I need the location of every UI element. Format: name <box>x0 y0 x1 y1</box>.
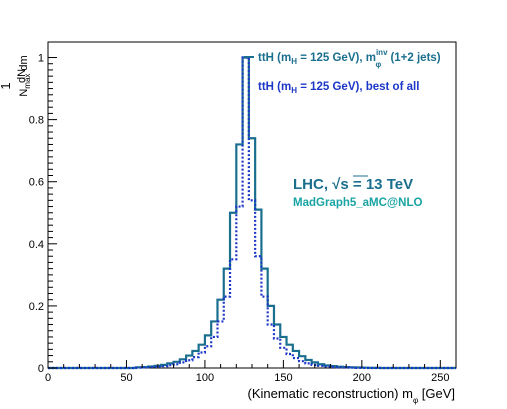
series-layer <box>48 56 456 370</box>
annotation-sub: MadGraph5_aMC@NLO <box>293 197 422 209</box>
y-tick-label: 0.6 <box>29 177 44 189</box>
x-title-sub: φ <box>413 396 418 405</box>
y-title-one: 1 <box>0 82 13 89</box>
y-axis-title: 1 dN <box>0 69 28 90</box>
legend-2-a: ttH (m <box>258 81 291 93</box>
y-title-n: N <box>18 89 30 97</box>
legend-entry-2: ttH (mH = 125 GeV), best of all <box>258 81 419 95</box>
annotation-main-b: s = 13 TeV <box>340 176 413 193</box>
legend-1-d: inv <box>376 48 388 57</box>
y-axis-title-den: Nmax dm <box>18 55 32 96</box>
legend-1-b: H <box>291 57 297 66</box>
x-tick-label: 150 <box>274 372 292 384</box>
svg-text:Nmaxdm: Nmax dm <box>18 55 32 96</box>
x-tick-label: 50 <box>120 372 132 384</box>
legend-2-c: = 125 GeV), best of all <box>297 81 419 93</box>
annotation-main: LHC, √s = 13 TeV <box>293 176 413 193</box>
x-title-text: (Kinematic reconstruction) m <box>248 386 413 401</box>
sqrt-symbol: √ <box>332 176 341 193</box>
x-tick-label: 100 <box>196 372 214 384</box>
legend-entry-1: ttH (mH = 125 GeV), minv φ (1+2 jets) <box>244 48 441 69</box>
x-tick-label: 250 <box>431 372 449 384</box>
legend-label-2: ttH (mH = 125 GeV), best of all <box>258 81 419 95</box>
y-tick-label: 1 <box>38 53 44 65</box>
x-tick-label: 0 <box>45 372 51 384</box>
legend-1-a: ttH (m <box>258 52 291 64</box>
legend-1-c: = 125 GeV), m <box>297 52 376 64</box>
legend-1-f: (1+2 jets) <box>387 52 441 64</box>
annotation-lhc: LHC, √s = 13 TeV MadGraph5_aMC@NLO <box>293 175 422 209</box>
y-title-dn: dN <box>16 69 28 83</box>
x-axis-title: (Kinematic reconstruction) mφ [GeV] <box>248 386 456 405</box>
y-tick-label: 0.8 <box>29 115 44 127</box>
series-2-line <box>48 56 456 370</box>
annotation-main-a: LHC, <box>293 176 332 193</box>
legend: ttH (mH = 125 GeV), minv φ (1+2 jets) ttH… <box>244 48 441 95</box>
axes: 0 50 100 150 200 250 0 0.2 0.4 0.6 0.8 1 <box>29 53 457 384</box>
x-tick-label: 200 <box>353 372 371 384</box>
series-1-line <box>48 56 456 370</box>
y-tick-label: 0.2 <box>29 301 44 313</box>
y-tick-label: 0 <box>38 363 44 375</box>
y-title-max: max <box>23 74 32 89</box>
legend-label-1: ttH (mH = 125 GeV), minv φ (1+2 jets) <box>258 48 441 69</box>
x-title-unit: [GeV] <box>418 386 455 401</box>
legend-1-e: φ <box>376 60 382 69</box>
y-tick-label: 0.4 <box>29 239 44 251</box>
legend-2-b: H <box>291 86 297 95</box>
y-title-dm: dm <box>18 55 30 70</box>
